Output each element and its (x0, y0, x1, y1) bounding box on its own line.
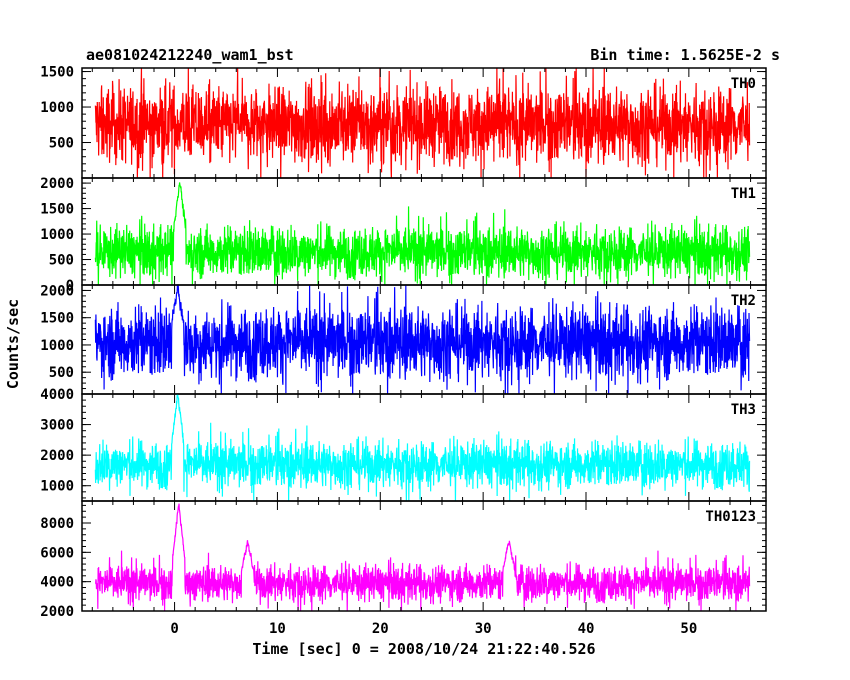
panel-th0: 500 1000 1500 TH0 (40, 65, 767, 179)
panel-th0123: 2000 4000 6000 8000 TH0123 (40, 500, 767, 620)
y-tick-label: 8000 (40, 516, 74, 532)
y-tick-label: 2000 (40, 176, 74, 192)
y-tick-label: 6000 (40, 545, 74, 561)
panels-group: 50010001500TH00500100015002000TH15001000… (40, 65, 767, 637)
x-tick-label: 0 (170, 621, 178, 637)
x-tick-label: 30 (475, 621, 492, 637)
panel-label-th1: TH1 (731, 186, 756, 202)
y-tick-label: 1500 (40, 311, 74, 327)
y-tick-label: 0 (66, 278, 74, 294)
panel-th2: 500 1000 1500 2000 TH2 (40, 283, 767, 395)
x-tick-label: 20 (372, 621, 389, 637)
panel-label-th2: TH2 (731, 293, 756, 309)
series-line-th2 (94, 284, 751, 395)
y-tick-label: 1000 (40, 100, 74, 116)
x-axis-label: Time [sec] 0 = 2008/10/24 21:22:40.526 (252, 640, 595, 658)
y-tick-label: 3000 (40, 418, 74, 434)
panel-th3: 1000 2000 3000 4000 TH3 (40, 387, 767, 502)
series-line-th3 (94, 393, 751, 502)
series-line-th0 (94, 67, 751, 179)
y-tick-label: 1000 (40, 479, 74, 495)
panel-th1: 0 500 1000 1500 2000 TH1 (40, 176, 767, 294)
y-tick-label: 500 (49, 365, 74, 381)
y-tick-label: 1000 (40, 227, 74, 243)
y-tick-label: 4000 (40, 575, 74, 591)
series-line-th0123 (95, 503, 751, 612)
panel-label-th3: TH3 (731, 402, 756, 418)
y-tick-label: 1000 (40, 338, 74, 354)
x-tick-label: 50 (680, 621, 697, 637)
y-axis-label: Counts/sec (4, 299, 22, 389)
plot-title: ae081024212240_wam1_bst (86, 46, 294, 64)
panel-frame (81, 500, 767, 612)
panel-label-th0: TH0 (731, 76, 756, 92)
y-tick-label: 1500 (40, 202, 74, 218)
y-tick-label: 2000 (40, 448, 74, 464)
y-tick-label: 1500 (40, 65, 74, 81)
y-tick-label: 500 (49, 253, 74, 269)
x-tick-label: 40 (578, 621, 595, 637)
y-tick-label: 500 (49, 136, 74, 152)
bin-time-label: Bin time: 1.5625E-2 s (590, 46, 780, 64)
y-tick-label: 2000 (40, 604, 74, 620)
y-tick-label: 2000 (40, 283, 74, 299)
x-tick-label: 10 (269, 621, 286, 637)
panel-label-th0123: TH0123 (705, 509, 756, 525)
y-tick-label: 4000 (40, 387, 74, 403)
series-line-th1 (94, 182, 751, 286)
